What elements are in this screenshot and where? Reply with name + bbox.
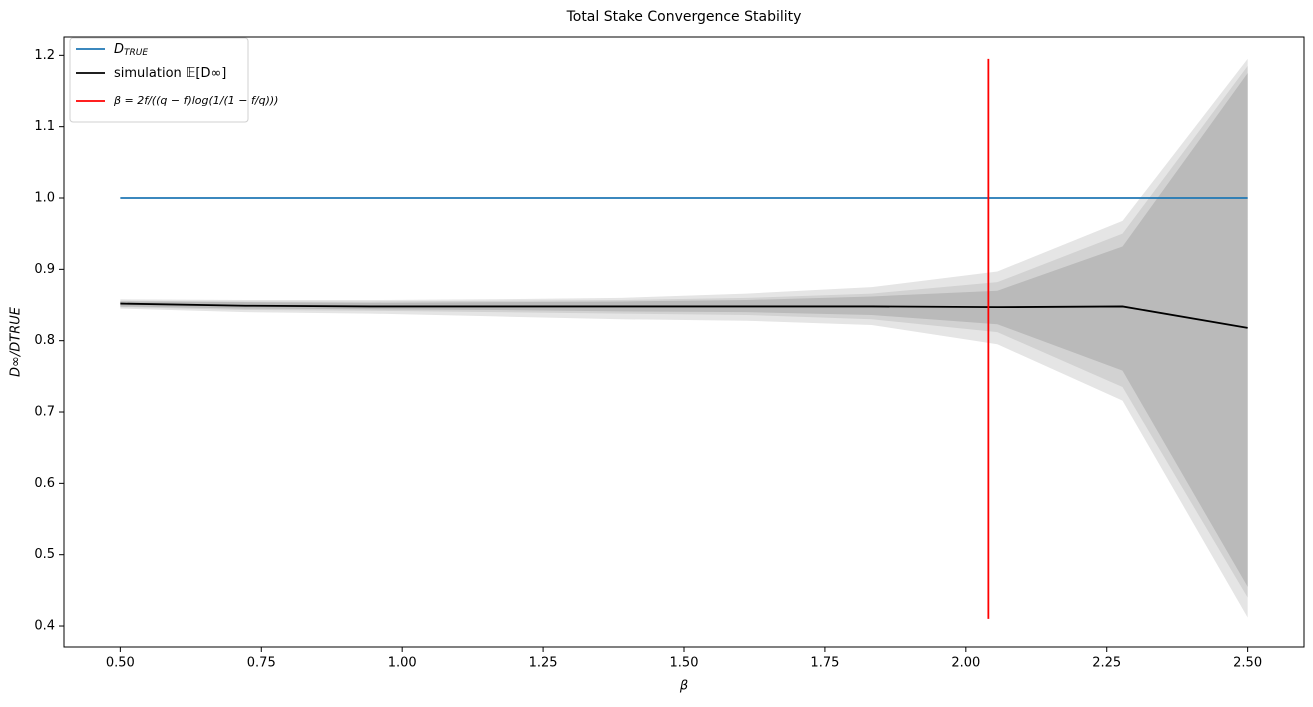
- x-tick-label: 2.50: [1233, 656, 1262, 671]
- legend-name: D: [114, 42, 124, 57]
- y-tick-label: 1.0: [34, 191, 55, 206]
- legend-label: β = 2f/((q − f)log(1/(1 − f/q))): [113, 94, 278, 107]
- x-tick-label: 2.25: [1092, 656, 1121, 671]
- x-axis-label: β: [679, 679, 688, 694]
- x-tick-label: 1.00: [388, 656, 417, 671]
- legend-name: simulation 𝔼[D∞]: [114, 66, 226, 81]
- y-tick-label: 0.7: [34, 405, 55, 420]
- y-tick-label: 0.5: [34, 547, 55, 562]
- y-axis-label: D∞/DTRUE: [9, 306, 24, 377]
- x-tick-label: 0.50: [106, 656, 135, 671]
- chart-title: Total Stake Convergence Stability: [566, 9, 802, 25]
- legend-box: [69, 37, 249, 123]
- y-tick-label: 0.6: [34, 476, 55, 491]
- x-tick-label: 1.75: [810, 656, 839, 671]
- line: [120, 302, 1248, 329]
- legend-label: DTRUE: [114, 42, 148, 58]
- y-tick-label: 0.8: [34, 333, 55, 348]
- x-tick-label: 1.25: [529, 656, 558, 671]
- legend-name: β = 2f/((q − f)log(1/(1 − f/q))): [113, 94, 278, 107]
- y-tick-label: 0.4: [34, 619, 55, 634]
- y-tick-label: 1.1: [34, 119, 55, 134]
- legend-label: simulation 𝔼[D∞]: [114, 66, 226, 81]
- x-tick-label: 0.75: [247, 656, 276, 671]
- y-tick-label: 0.9: [34, 262, 55, 277]
- y-tick-label: 1.2: [34, 48, 55, 63]
- x-tick-label: 1.50: [670, 656, 699, 671]
- legend-name-sub: TRUE: [124, 48, 148, 58]
- x-tick-label: 2.00: [951, 656, 980, 671]
- band: [120, 73, 1248, 587]
